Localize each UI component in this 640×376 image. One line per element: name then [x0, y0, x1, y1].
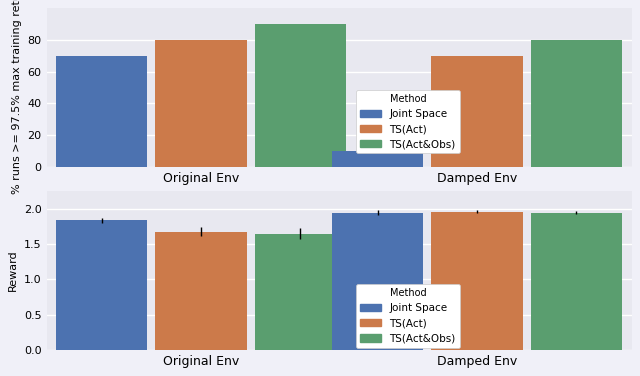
- Legend: Joint Space, TS(Act), TS(Act&Obs): Joint Space, TS(Act), TS(Act&Obs): [356, 284, 460, 348]
- Y-axis label: % runs >= 97.5% max training return: % runs >= 97.5% max training return: [12, 0, 22, 194]
- Bar: [156, 232, 247, 350]
- Bar: [531, 40, 622, 167]
- Bar: [56, 56, 147, 167]
- Bar: [255, 24, 346, 167]
- Bar: [156, 40, 247, 167]
- Bar: [56, 220, 147, 350]
- Bar: [431, 56, 523, 167]
- Bar: [431, 212, 523, 350]
- Bar: [255, 234, 346, 350]
- Legend: Joint Space, TS(Act), TS(Act&Obs): Joint Space, TS(Act), TS(Act&Obs): [356, 89, 460, 153]
- Bar: [332, 151, 424, 167]
- Bar: [332, 212, 424, 350]
- Bar: [531, 212, 622, 350]
- Y-axis label: Reward: Reward: [8, 250, 19, 291]
